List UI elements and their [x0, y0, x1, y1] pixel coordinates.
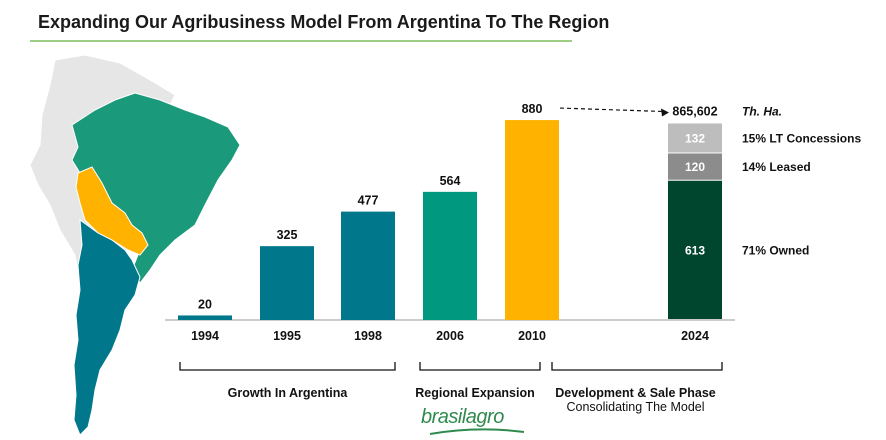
title-underline [30, 40, 572, 42]
stack-legend-label-2: 15% LT Concessions [742, 131, 861, 145]
bar-2010 [505, 120, 559, 321]
x-tick-label-2010: 2010 [518, 329, 546, 343]
bar-value-label-2024: 865,602 [672, 104, 717, 118]
phase-name-development: Development & Sale Phase [555, 386, 716, 400]
page-title: Expanding Our Agribusiness Model From Ar… [38, 12, 610, 32]
bar-value-label-1995: 325 [277, 228, 298, 242]
phase-subtitle-development: Consolidating The Model [566, 400, 705, 414]
stack-value-label-0: 613 [685, 243, 705, 257]
phase-name-growth: Growth In Argentina [227, 386, 348, 400]
x-tick-label-1994: 1994 [191, 329, 219, 343]
growth-arrowhead-icon [661, 108, 669, 117]
bar-value-label-1998: 477 [358, 194, 379, 208]
bar-1995 [260, 246, 314, 320]
growth-dashed-arrow [559, 107, 664, 113]
stack-segment-1 [668, 153, 722, 180]
x-tick-label-1998: 1998 [354, 329, 382, 343]
bracket-growth [179, 362, 396, 371]
stack-value-label-2: 132 [685, 131, 705, 145]
unit-label: Th. Ha. [742, 104, 782, 118]
stack-segment-0 [668, 180, 722, 319]
bracket-development [551, 362, 723, 371]
south-america-map [29, 55, 241, 436]
bar-2006 [423, 191, 477, 320]
stack-legend-label-0: 71% Owned [742, 243, 809, 257]
stack-value-label-1: 120 [685, 160, 705, 174]
bar-value-label-2006: 564 [440, 174, 461, 188]
x-tick-label-2006: 2006 [436, 329, 464, 343]
map-southern-cone [73, 218, 141, 436]
bar-1998 [341, 211, 395, 320]
bar-value-label-2010: 880 [522, 102, 543, 116]
bracket-regional [419, 362, 541, 371]
map-bolivia-paraguay [75, 166, 149, 256]
stack-legend-label-1: 14% Leased [742, 160, 811, 174]
phase-name-regional: Regional Expansion [415, 386, 535, 400]
bar-1994 [178, 315, 232, 320]
x-tick-label-2024: 2024 [681, 329, 709, 343]
phase-label-regional: Regional Expansion [410, 386, 540, 400]
phase-label-development: Development & Sale Phase Consolidating T… [548, 386, 723, 414]
brasilagro-logo: brasilagro [421, 406, 504, 428]
phase-label-growth: Growth In Argentina [215, 386, 360, 400]
stack-segment-2 [668, 123, 722, 153]
bar-value-label-1994: 20 [198, 297, 212, 311]
logo-swoosh-icon [429, 428, 525, 435]
x-tick-label-1995: 1995 [273, 329, 301, 343]
